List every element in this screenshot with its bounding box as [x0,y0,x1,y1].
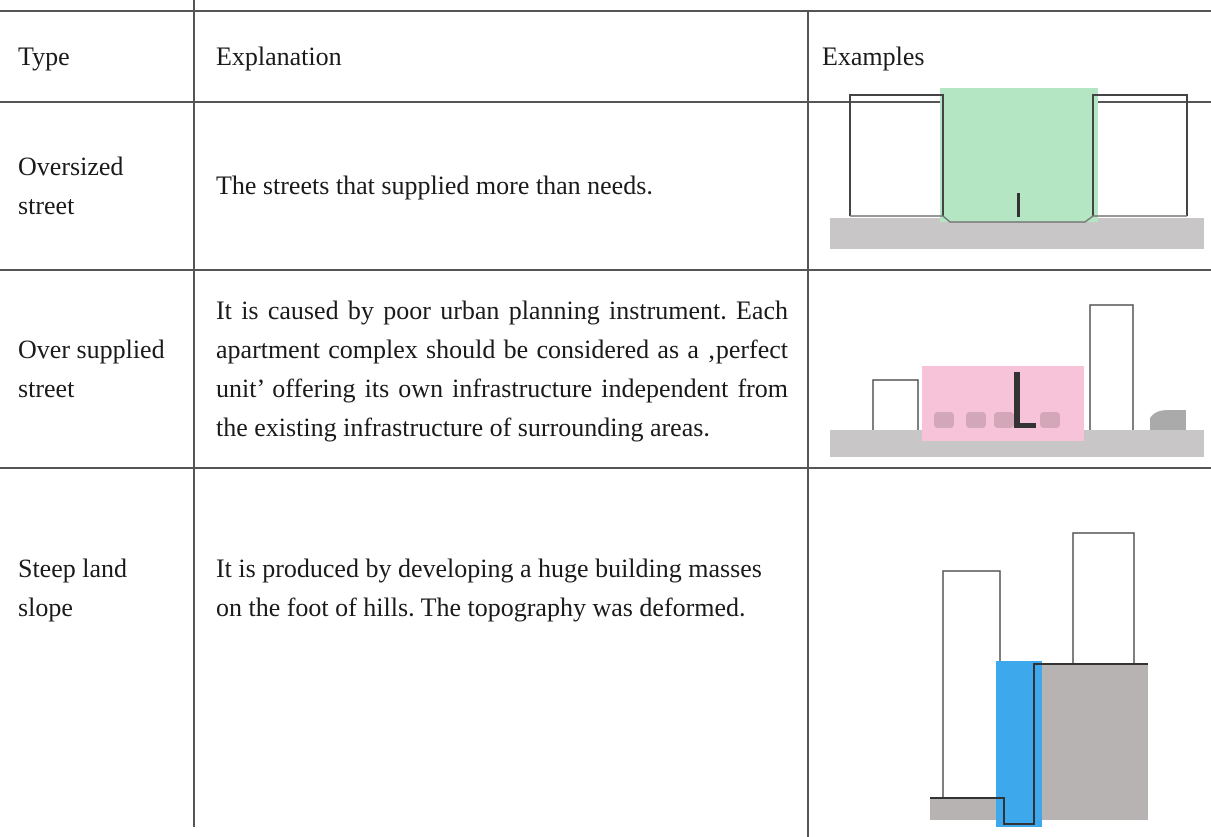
steep-slope-illustration [930,532,1148,827]
header-cell: Explanation [216,41,342,71]
explanation-cell: The streets that supplied more than need… [216,171,653,200]
row-divider [0,269,1211,271]
column-divider [807,10,809,837]
explanation-cell: It is produced by developing a huge buil… [216,554,762,622]
table-border [0,10,1211,12]
column-divider [193,0,195,827]
row-divider [0,101,1211,103]
oversized-street-illustration [830,88,1204,249]
row-divider [0,467,1211,469]
type-cell: Oversized street [18,151,124,220]
type-cell: Over supplied street [18,334,165,403]
header-cell: Examples [822,41,925,71]
explanation-cell: It is caused by poor urban planning inst… [216,295,788,442]
type-cell: Steep land slope [18,554,128,622]
over-supplied-street-illustration [830,304,1204,457]
header-cell: Type [18,41,70,71]
